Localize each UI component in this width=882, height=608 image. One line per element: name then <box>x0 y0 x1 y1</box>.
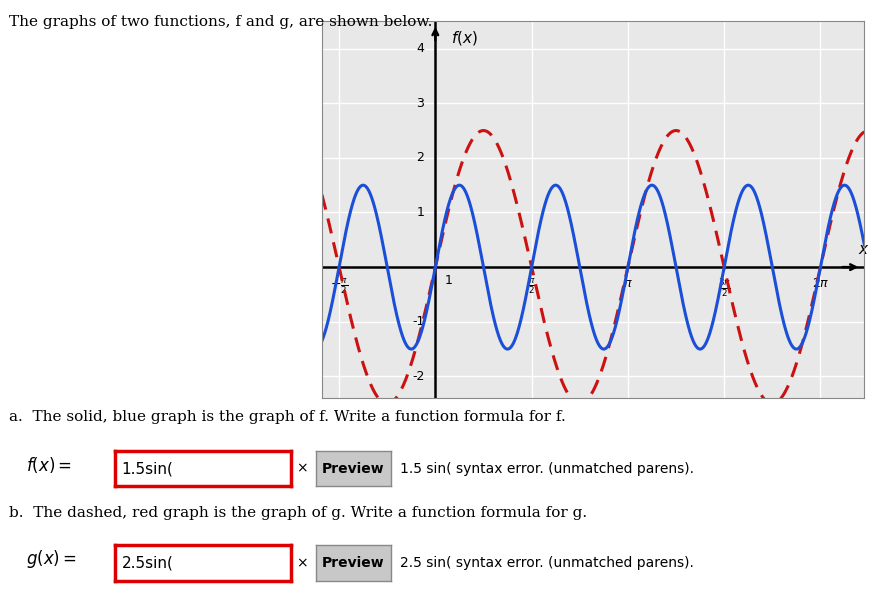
Text: $x$: $x$ <box>858 243 870 257</box>
Text: ×: × <box>295 461 308 476</box>
Text: 1: 1 <box>445 274 452 287</box>
Text: 3: 3 <box>416 97 424 109</box>
Text: 2.5sin(: 2.5sin( <box>122 556 174 570</box>
Text: a.  The solid, blue graph is the graph of f. Write a function formula for f.: a. The solid, blue graph is the graph of… <box>9 410 565 424</box>
Text: $f(x)=$: $f(x)=$ <box>26 455 72 475</box>
Text: $\frac{\pi}{2}$: $\frac{\pi}{2}$ <box>527 277 535 296</box>
Text: $f(x)$: $f(x)$ <box>451 29 477 47</box>
Text: 2: 2 <box>416 151 424 164</box>
Text: -2: -2 <box>412 370 424 383</box>
Text: Preview: Preview <box>322 461 385 476</box>
Text: $2\pi$: $2\pi$ <box>811 277 829 290</box>
Text: $-\frac{\pi}{2}$: $-\frac{\pi}{2}$ <box>330 277 348 296</box>
Text: 1: 1 <box>416 206 424 219</box>
Text: -1: -1 <box>412 316 424 328</box>
Text: $g(x)=$: $g(x)=$ <box>26 548 78 570</box>
Text: 4: 4 <box>416 42 424 55</box>
Text: b.  The dashed, red graph is the graph of g. Write a function formula for g.: b. The dashed, red graph is the graph of… <box>9 506 587 520</box>
Text: The graphs of two functions, f and g, are shown below.: The graphs of two functions, f and g, ar… <box>9 15 432 29</box>
Text: 1.5 sin( syntax error. (unmatched parens).: 1.5 sin( syntax error. (unmatched parens… <box>400 461 693 476</box>
Text: 1.5sin(: 1.5sin( <box>122 461 174 476</box>
Text: $\pi$: $\pi$ <box>623 277 632 290</box>
Text: 2.5 sin( syntax error. (unmatched parens).: 2.5 sin( syntax error. (unmatched parens… <box>400 556 693 570</box>
Text: ×: × <box>295 556 308 570</box>
Text: Preview: Preview <box>322 556 385 570</box>
Text: $\frac{3\pi}{2}$: $\frac{3\pi}{2}$ <box>718 277 730 299</box>
